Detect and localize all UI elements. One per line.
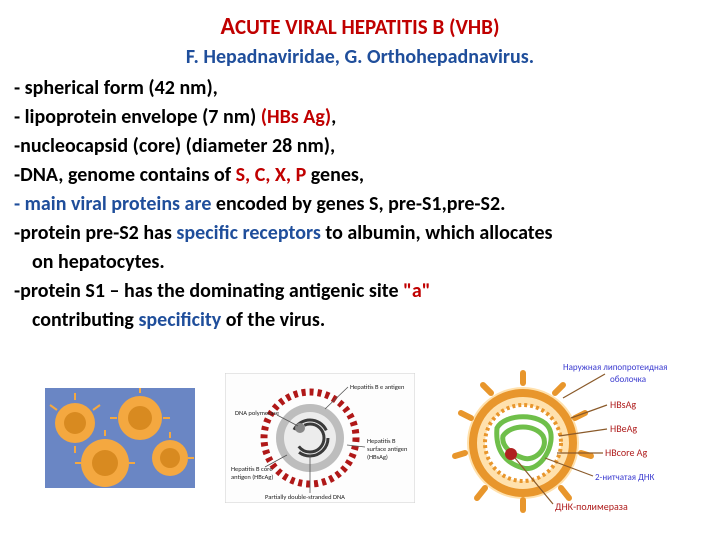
t: - lipoprotein envelope (7 nm) — [14, 105, 261, 129]
lbl: HBsAg — [610, 398, 636, 411]
lbl: DNA polymerase — [235, 409, 279, 417]
t: -protein S1 – has the dominating antigen… — [14, 279, 403, 303]
images-row: Hepatitis B e antigen DNA polymerase Hep… — [0, 358, 720, 518]
t: contributing — [32, 308, 138, 332]
line-1: - spherical form (42 nm), — [14, 75, 706, 102]
t: " — [422, 279, 431, 303]
lbl: surface antigen — [367, 445, 408, 453]
line-3: -nucleocapsid (соre) (diameter 28 nm), — [14, 133, 706, 160]
line-6a: -protein pre-S2 has specific receptors t… — [14, 220, 706, 247]
lbl: оболочка — [610, 374, 646, 385]
t: -protein pre-S2 has — [14, 221, 176, 245]
t: - main viral proteins are — [14, 192, 216, 216]
figure-hbv-labeled-ru: Наружная липопротеидная оболочка HBsAg H… — [445, 358, 675, 518]
lbl: Hepatitis B e antigen — [350, 383, 405, 391]
lbl: Hepatitis B — [367, 437, 396, 445]
lbl: Partially double-stranded DNA — [265, 493, 345, 501]
figure-em-virions — [45, 388, 195, 488]
slide: АCUTE VIRAL HEPATITIS B (VHB) F. Hepadna… — [0, 0, 720, 540]
lbl: ДНК-полимераза — [555, 500, 628, 513]
lbl: HBeAg — [610, 422, 637, 435]
t: to albumin, which allocates — [325, 221, 552, 245]
lbl: HBcore Ag — [605, 446, 647, 459]
title-first: А — [221, 12, 236, 41]
line-8: contributing specificity of the virus. — [14, 307, 706, 334]
t: genes, — [311, 163, 364, 187]
t: specificity — [138, 308, 225, 332]
t: -DNA, genome contains of — [14, 163, 236, 187]
t: - spherical form (42 nm), — [14, 76, 218, 100]
line-5: - main viral proteins are encoded by gen… — [14, 191, 706, 218]
body-text: - spherical form (42 nm), - lipoprotein … — [14, 75, 706, 334]
t: (HBs Ag) — [261, 105, 331, 129]
slide-title: АCUTE VIRAL HEPATITIS B (VHB) — [14, 12, 706, 41]
t: of the virus. — [226, 308, 325, 332]
lbl: 2-нитчатая ДНК — [595, 472, 654, 483]
t: -nucleocapsid (соre) (diameter 28 nm), — [14, 134, 335, 158]
t: S, C, X, P — [236, 163, 311, 187]
line-6b: on hepatocytes. — [14, 249, 706, 276]
t: encoded by genes S, pre-S1,pre-S2. — [216, 192, 506, 216]
t: on hepatocytes. — [32, 250, 165, 274]
figure-hbv-schematic: Hepatitis B e antigen DNA polymerase Hep… — [225, 373, 415, 503]
line-4: -DNA, genome contains of S, C, X, P gene… — [14, 162, 706, 189]
lbl: antigen (HBcAg) — [231, 473, 273, 481]
t: а — [412, 279, 422, 303]
line-2: - lipoprotein envelope (7 nm) (HBs Ag), — [14, 104, 706, 131]
t: , — [331, 105, 336, 129]
title-rest: CUTE VIRAL HEPATITIS B (VHB) — [235, 14, 499, 40]
t: specific receptors — [176, 221, 325, 245]
t: " — [403, 279, 412, 303]
slide-subtitle: F. Hepadnaviridae, G. Orthohepadnavirus. — [14, 45, 706, 69]
lbl: (HBsAg) — [367, 453, 388, 461]
lbl: Наружная липопротеидная — [563, 362, 667, 373]
line-7: -protein S1 – has the dominating antigen… — [14, 278, 706, 305]
